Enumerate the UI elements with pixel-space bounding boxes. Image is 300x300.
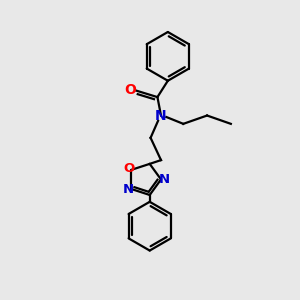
Text: O: O [123, 162, 135, 175]
Text: N: N [158, 173, 169, 186]
Text: O: O [125, 83, 136, 97]
Text: N: N [155, 109, 167, 122]
Text: N: N [123, 182, 134, 196]
